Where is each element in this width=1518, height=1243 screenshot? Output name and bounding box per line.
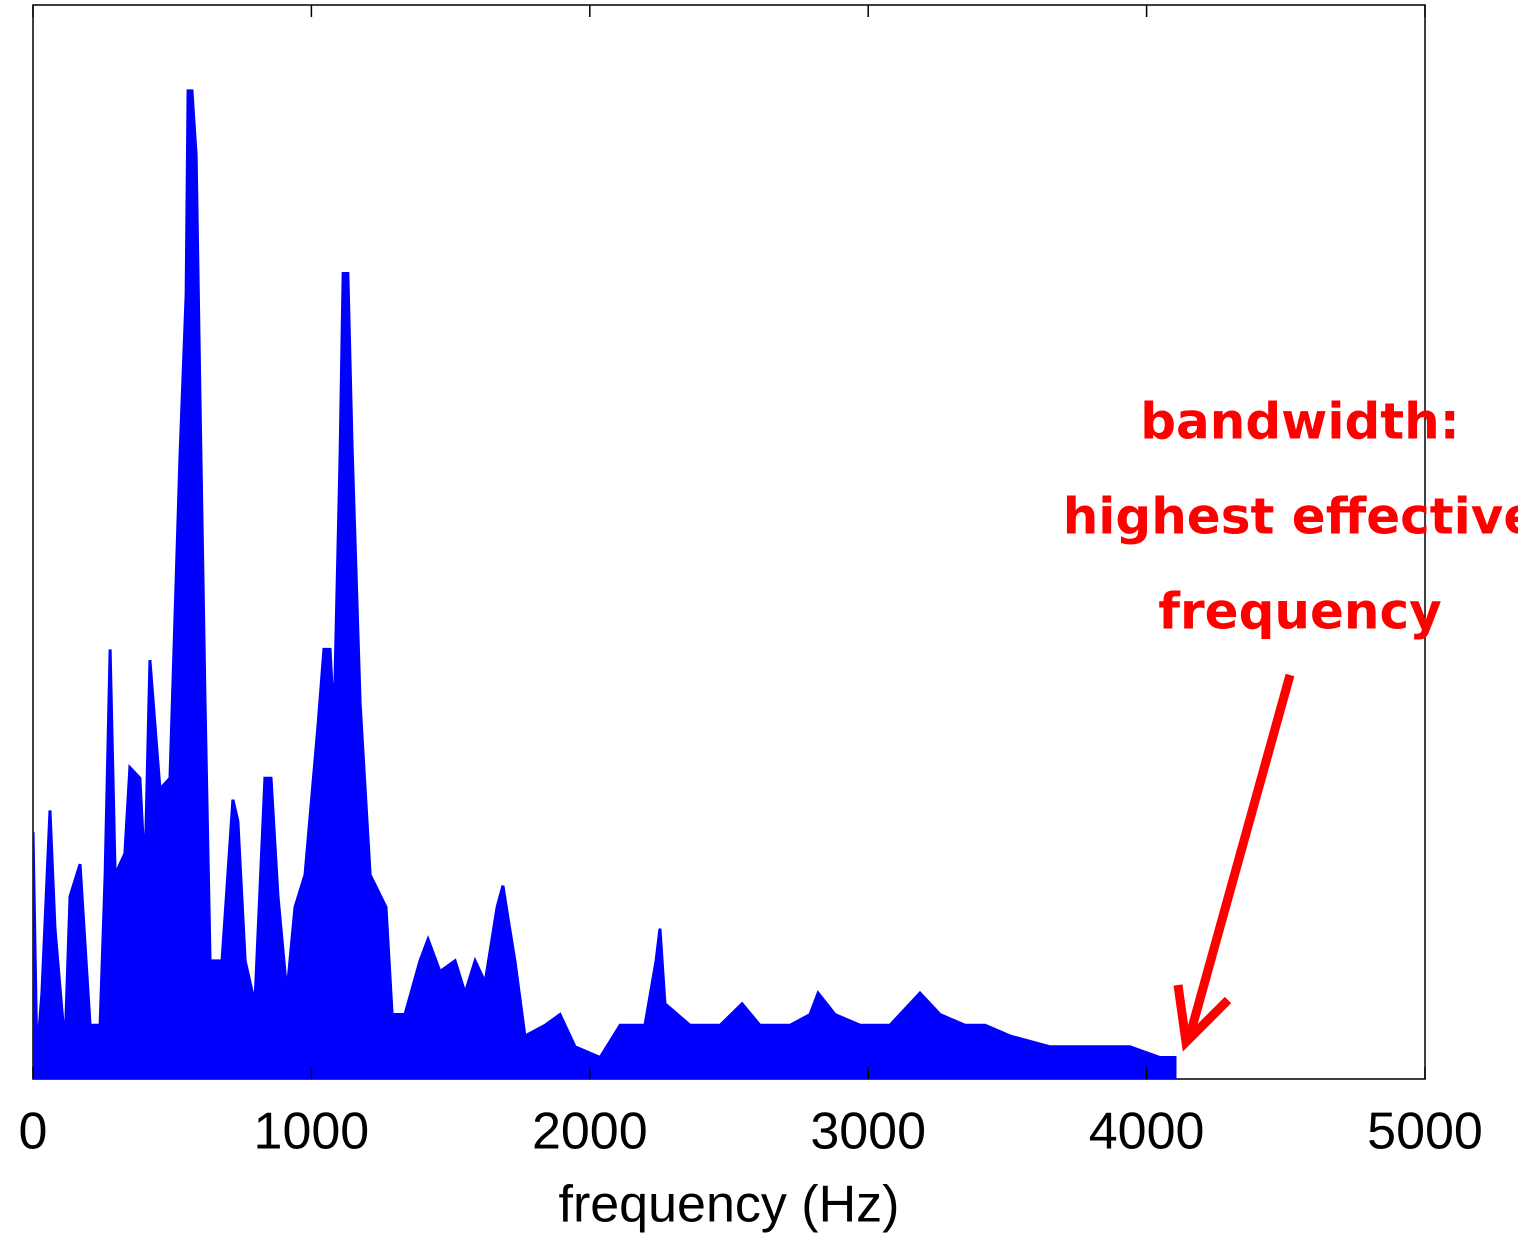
annotation: highest effective (1063, 488, 1518, 546)
x-tick-label: 0 (19, 1103, 48, 1161)
plot-area (33, 89, 1177, 1079)
x-axis-label: frequency (Hz) (559, 1176, 900, 1234)
x-tick-label: 2000 (532, 1103, 648, 1161)
x-tick-label: 1000 (254, 1103, 370, 1161)
x-tick-label: 5000 (1367, 1103, 1483, 1161)
annotation: bandwidth: (1140, 393, 1460, 451)
annotation-arrow (1185, 673, 1295, 1037)
annotation: frequency (1158, 583, 1441, 641)
x-tick-label: 4000 (1089, 1103, 1205, 1161)
x-tick-label: 3000 (810, 1103, 926, 1161)
spectrum-area (33, 89, 1177, 1079)
arrow-head (1173, 984, 1232, 1052)
